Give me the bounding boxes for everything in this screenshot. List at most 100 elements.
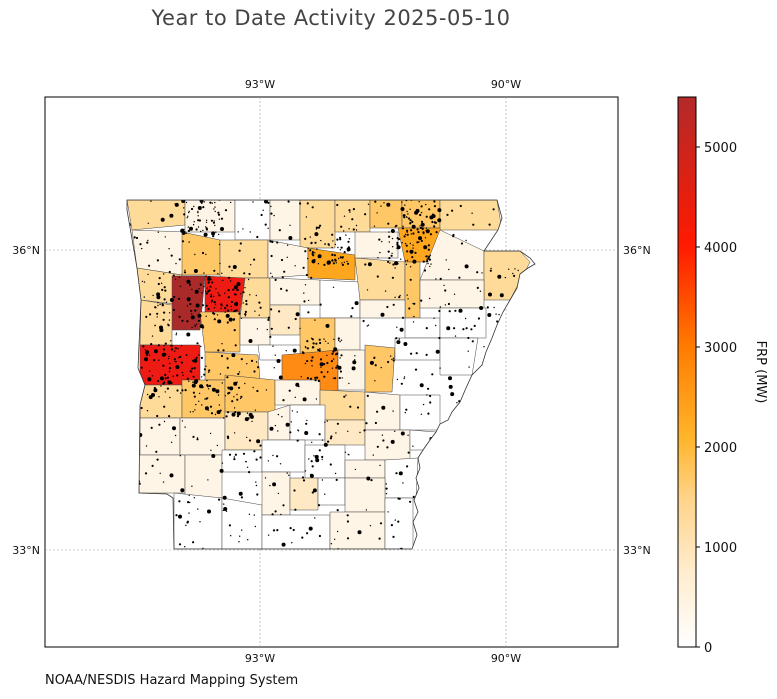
fire-detection-point [415, 352, 418, 355]
fire-detection-point [374, 421, 377, 425]
fire-detection-point [238, 249, 241, 252]
fire-detection-point [194, 324, 196, 326]
fire-detection-point [401, 242, 403, 244]
fire-detection-point [427, 244, 430, 247]
fire-detection-point [488, 292, 492, 297]
fire-detection-point [381, 240, 383, 243]
fire-detection-point [419, 226, 422, 229]
fire-detection-point [335, 353, 338, 356]
fire-detection-point [305, 422, 308, 425]
fire-detection-point [331, 352, 334, 355]
fire-detection-point [383, 202, 385, 204]
fire-detection-point [203, 285, 205, 288]
fire-detection-point [230, 201, 232, 204]
fire-detection-point [310, 359, 313, 362]
fire-detection-point [394, 296, 396, 298]
fire-detection-point [210, 412, 214, 415]
fire-detection-point [143, 281, 146, 283]
fire-detection-point [401, 201, 403, 203]
fire-detection-point [170, 344, 173, 347]
fire-detection-point [332, 262, 335, 265]
fire-detection-point [281, 542, 286, 547]
fire-detection-point [465, 327, 468, 330]
fire-detection-point [459, 204, 462, 208]
fire-detection-point [167, 380, 172, 385]
fire-detection-point [310, 242, 312, 245]
fire-detection-point [182, 374, 184, 376]
fire-detection-point [196, 342, 199, 345]
fire-detection-point [318, 338, 321, 341]
fire-detection-point [405, 244, 408, 247]
fire-detection-point [159, 303, 161, 306]
fire-detection-point [255, 361, 258, 363]
fire-detection-point [311, 338, 314, 341]
fire-detection-point [467, 336, 470, 340]
fire-detection-point [403, 216, 406, 219]
fire-detection-point [311, 206, 314, 209]
fire-detection-point [203, 201, 206, 203]
fire-detection-point [392, 359, 395, 362]
county-polygon [289, 477, 319, 511]
fire-detection-point [291, 410, 294, 412]
fire-detection-point [431, 373, 434, 376]
fire-detection-point [158, 359, 160, 361]
fire-detection-point [226, 376, 229, 379]
fire-detection-point [456, 402, 458, 404]
fire-detection-point [193, 221, 195, 223]
fire-detection-point [376, 212, 378, 214]
fire-detection-point [317, 254, 322, 259]
fire-detection-point [174, 434, 177, 437]
fire-detection-point [188, 512, 190, 514]
fire-detection-point [233, 310, 235, 313]
fire-detection-point [354, 468, 357, 471]
fire-detection-point [244, 417, 249, 422]
fire-detection-point [233, 456, 235, 458]
fire-detection-point [409, 266, 412, 268]
fire-detection-point [274, 424, 277, 427]
fire-detection-point [336, 203, 339, 207]
fire-detection-point [248, 339, 253, 343]
fire-detection-point [433, 317, 435, 319]
fire-detection-point [216, 314, 219, 316]
fire-detection-point [274, 510, 277, 513]
fire-detection-point [228, 276, 231, 279]
fire-detection-point [167, 357, 170, 360]
fire-detection-point [334, 538, 336, 540]
fire-detection-point [219, 262, 221, 265]
fire-detection-point [184, 389, 187, 392]
fire-detection-point [248, 412, 253, 417]
fire-detection-point [213, 269, 216, 272]
fire-detection-point [192, 381, 194, 383]
fire-detection-point [464, 317, 467, 320]
fire-detection-point [448, 384, 453, 389]
colorbar-tick-label: 2000 [704, 441, 737, 456]
fire-detection-point [304, 284, 307, 286]
fire-detection-point [311, 346, 314, 349]
fire-detection-point [444, 289, 447, 292]
fire-detection-point [489, 269, 492, 272]
fire-detection-point [194, 325, 197, 328]
fire-detection-point [218, 294, 221, 297]
fire-detection-point [303, 292, 305, 294]
fire-detection-point [213, 318, 216, 321]
fire-detection-point [435, 349, 440, 354]
fire-detection-point [306, 202, 309, 205]
fire-detection-point [161, 352, 166, 357]
fire-detection-point [203, 232, 208, 237]
fire-detection-point [236, 398, 239, 401]
fire-detection-point [417, 231, 420, 234]
colorbar-tick-label: 3000 [704, 341, 737, 356]
fire-detection-point [188, 241, 190, 243]
fire-detection-point [431, 213, 434, 216]
fire-detection-point [276, 529, 279, 532]
fire-detection-point [379, 251, 381, 254]
fire-detection-point [168, 370, 171, 373]
fire-detection-point [407, 434, 409, 436]
fire-detection-point [464, 264, 469, 269]
fire-detection-point [207, 509, 211, 514]
fire-detection-point [321, 439, 324, 441]
fire-detection-point [210, 219, 213, 222]
fire-detection-point [336, 509, 339, 512]
fire-detection-point [259, 456, 262, 459]
fire-detection-point [178, 356, 180, 359]
